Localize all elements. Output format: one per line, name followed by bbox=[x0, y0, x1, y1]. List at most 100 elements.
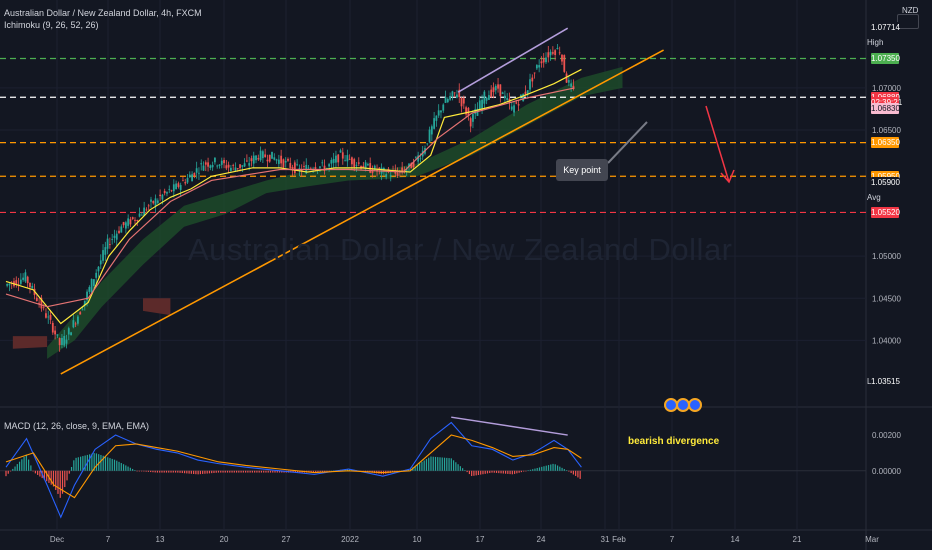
candle-body bbox=[42, 307, 45, 309]
macd-histogram-bar bbox=[190, 470, 192, 474]
candle-body bbox=[172, 184, 175, 192]
macd-histogram-bar bbox=[247, 470, 249, 473]
candle-body bbox=[134, 219, 136, 221]
macd-histogram-bar bbox=[272, 470, 274, 473]
candle-body bbox=[266, 159, 269, 162]
macd-histogram-bar bbox=[202, 470, 204, 474]
candle-body bbox=[280, 155, 283, 164]
candle-body bbox=[202, 165, 205, 171]
currency-box[interactable] bbox=[897, 14, 919, 29]
divergence-line bbox=[451, 416, 568, 436]
macd-y-tick-label: 0.00200 bbox=[872, 431, 901, 440]
macd-histogram-bar bbox=[489, 470, 491, 474]
candle-body bbox=[200, 163, 203, 165]
candle-body bbox=[510, 106, 513, 110]
candle-body bbox=[24, 272, 27, 282]
macd-histogram-bar bbox=[514, 470, 516, 474]
candle-body bbox=[104, 247, 107, 255]
candle-body bbox=[465, 107, 467, 115]
macd-histogram-bar bbox=[91, 453, 93, 471]
candle-body bbox=[209, 165, 212, 168]
candle-body bbox=[97, 266, 100, 272]
candle-body bbox=[230, 167, 232, 171]
candle-body bbox=[446, 99, 449, 103]
macd-histogram-bar bbox=[579, 470, 581, 479]
candle-body bbox=[330, 159, 333, 164]
watermark: Australian Dollar / New Zealand Dollar bbox=[188, 232, 733, 267]
candle-body bbox=[497, 84, 499, 89]
macd-histogram-bar bbox=[575, 470, 577, 476]
macd-histogram-bar bbox=[226, 470, 229, 473]
macd-histogram-bar bbox=[141, 470, 143, 472]
candle-body bbox=[314, 166, 317, 170]
x-tick-label: Mar bbox=[865, 535, 879, 544]
candle-body bbox=[435, 115, 438, 121]
candle-body bbox=[225, 165, 228, 169]
x-tick-label: 20 bbox=[220, 535, 229, 544]
candle-body bbox=[364, 162, 367, 169]
macd-histogram-bar bbox=[455, 462, 457, 471]
macd-histogram-bar bbox=[30, 465, 32, 471]
flag-icon[interactable] bbox=[688, 398, 702, 412]
macd-histogram-bar bbox=[28, 459, 30, 471]
candle-body bbox=[271, 151, 273, 159]
macd-histogram-bar bbox=[459, 466, 461, 471]
macd-histogram-bar bbox=[9, 470, 12, 472]
candle-body bbox=[385, 174, 388, 178]
candle-body bbox=[506, 98, 509, 100]
macd-histogram-bar bbox=[73, 460, 75, 471]
macd-histogram-bar bbox=[43, 470, 46, 480]
price-badge: 1.05900 bbox=[871, 176, 900, 188]
candle-body bbox=[214, 157, 216, 163]
macd-histogram-bar bbox=[493, 470, 495, 473]
candle-body bbox=[515, 102, 518, 104]
candle-body bbox=[143, 207, 146, 216]
candle-body bbox=[106, 238, 109, 249]
candle-body bbox=[193, 172, 196, 177]
candle-body bbox=[444, 97, 447, 103]
candle-body bbox=[488, 95, 490, 100]
macd-histogram-bar bbox=[206, 470, 208, 474]
candle-body bbox=[122, 222, 125, 226]
macd-histogram-bar bbox=[61, 470, 64, 494]
macd-histogram-bar bbox=[319, 470, 321, 472]
candle-body bbox=[120, 226, 123, 233]
macd-histogram-bar bbox=[34, 470, 36, 474]
macd-histogram-bar bbox=[23, 456, 25, 471]
macd-histogram-bar bbox=[120, 463, 122, 471]
candle-body bbox=[31, 285, 34, 289]
candle-body bbox=[150, 199, 152, 202]
x-tick-label: 10 bbox=[413, 535, 422, 544]
macd-histogram-bar bbox=[276, 470, 278, 473]
candle-body bbox=[275, 159, 278, 161]
candle-body bbox=[182, 180, 184, 182]
macd-histogram-bar bbox=[328, 470, 330, 472]
macd-histogram-bar bbox=[500, 470, 502, 474]
macd-histogram-bar bbox=[543, 466, 545, 471]
x-tick-label: 2022 bbox=[341, 535, 359, 544]
candle-body bbox=[243, 163, 246, 167]
candle-body bbox=[170, 190, 173, 192]
macd-histogram-bar bbox=[541, 466, 543, 471]
candle-body bbox=[26, 276, 29, 284]
candle-body bbox=[15, 280, 18, 285]
bearish-divergence-label: bearish divergence bbox=[628, 436, 720, 447]
candle-body bbox=[504, 95, 506, 99]
candle-body bbox=[449, 96, 452, 100]
macd-histogram-bar bbox=[269, 470, 272, 473]
macd-histogram-bar bbox=[425, 459, 428, 471]
candle-body bbox=[469, 118, 472, 127]
candle-body bbox=[296, 164, 299, 166]
event-icons[interactable] bbox=[664, 398, 702, 417]
macd-histogram-bar bbox=[25, 454, 27, 471]
candle-body bbox=[538, 65, 541, 68]
macd-label: MACD (12, 26, close, 9, EMA, EMA) bbox=[4, 421, 150, 431]
macd-histogram-bar bbox=[507, 470, 509, 474]
macd-histogram-bar bbox=[21, 459, 23, 471]
macd-histogram-bar bbox=[423, 460, 425, 471]
candle-body bbox=[319, 166, 321, 168]
candle-body bbox=[63, 335, 66, 346]
candle-body bbox=[17, 284, 20, 286]
